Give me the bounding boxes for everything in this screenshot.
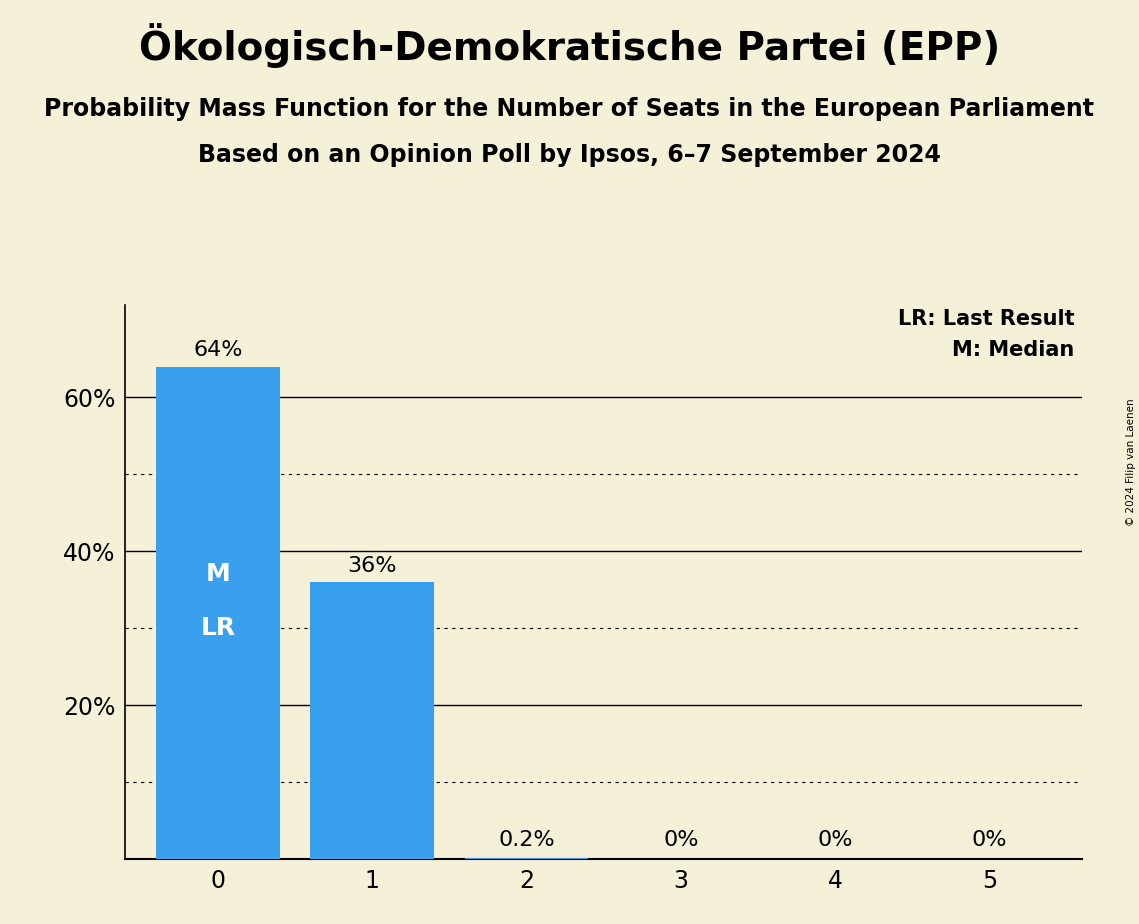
Text: © 2024 Filip van Laenen: © 2024 Filip van Laenen xyxy=(1126,398,1136,526)
Text: LR: Last Result: LR: Last Result xyxy=(898,309,1074,329)
Text: M: M xyxy=(205,563,230,587)
Bar xyxy=(465,857,588,859)
Text: 0%: 0% xyxy=(818,830,853,850)
Text: Ökologisch-Demokratische Partei (EPP): Ökologisch-Demokratische Partei (EPP) xyxy=(139,23,1000,68)
Text: Probability Mass Function for the Number of Seats in the European Parliament: Probability Mass Function for the Number… xyxy=(44,97,1095,121)
Bar xyxy=(311,582,434,859)
Text: LR: LR xyxy=(200,616,236,640)
Text: 0%: 0% xyxy=(972,830,1007,850)
Text: 64%: 64% xyxy=(194,340,243,360)
Text: M: Median: M: Median xyxy=(952,340,1074,359)
Text: Based on an Opinion Poll by Ipsos, 6–7 September 2024: Based on an Opinion Poll by Ipsos, 6–7 S… xyxy=(198,143,941,167)
Text: 0%: 0% xyxy=(663,830,698,850)
Text: 36%: 36% xyxy=(347,556,398,576)
Text: 0.2%: 0.2% xyxy=(498,830,555,850)
Bar xyxy=(156,367,279,859)
